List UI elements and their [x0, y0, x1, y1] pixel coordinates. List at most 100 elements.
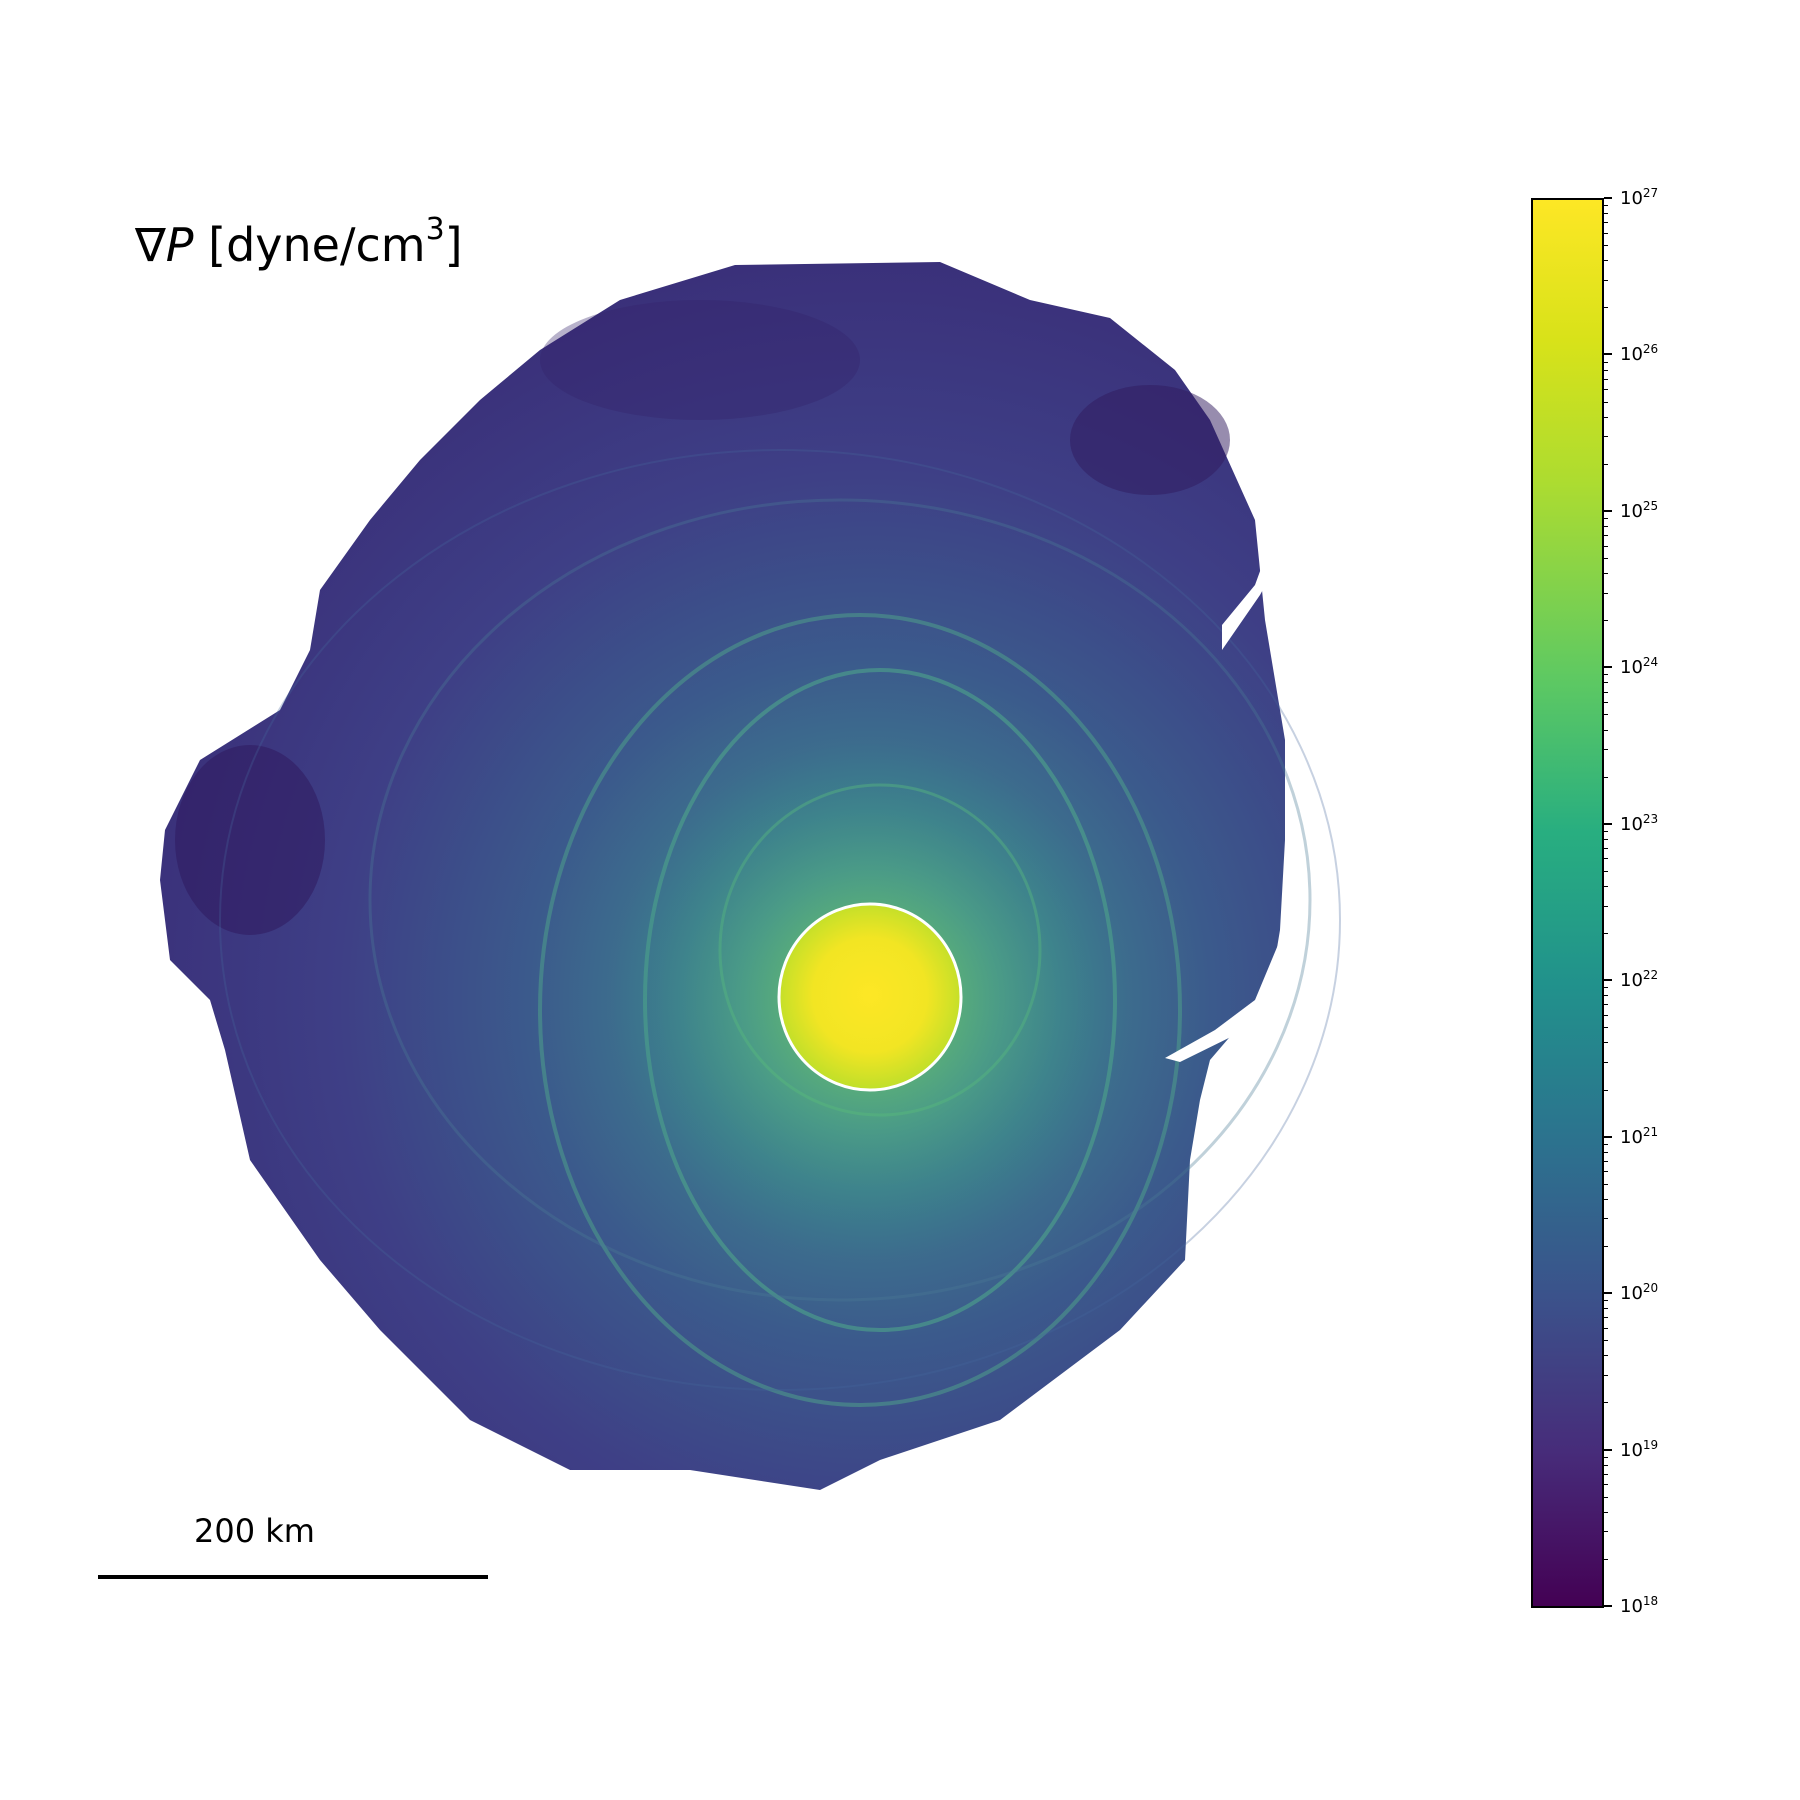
- colorbar-minor-tick: [1604, 870, 1608, 872]
- colorbar-minor-tick: [1604, 436, 1608, 438]
- colorbar-minor-tick: [1604, 1160, 1608, 1162]
- shock-ring: [368, 498, 1312, 1302]
- colorbar-minor-tick: [1604, 307, 1608, 309]
- colorbar-minor-tick: [1604, 1089, 1608, 1091]
- plot-title: ∇P [dyne/cm3]: [135, 212, 463, 272]
- colorbar-minor-tick: [1604, 401, 1608, 403]
- colorbar-minor-tick: [1604, 858, 1608, 860]
- colorbar-minor-tick: [1604, 518, 1608, 520]
- colorbar-minor-tick: [1604, 674, 1608, 676]
- colorbar-minor-tick: [1604, 1027, 1608, 1029]
- colorbar-major-tick: [1604, 197, 1612, 199]
- colorbar-minor-tick: [1604, 232, 1608, 234]
- colorbar-minor-tick: [1604, 1300, 1608, 1302]
- title-unit-prefix: [dyne/cm: [193, 218, 426, 272]
- colorbar-minor-tick: [1604, 361, 1608, 363]
- colorbar-major-tick: [1604, 979, 1612, 982]
- colorbar: [1531, 198, 1604, 1608]
- colorbar-minor-tick: [1604, 1473, 1608, 1475]
- colorbar-minor-tick: [1604, 1143, 1608, 1145]
- colorbar-minor-tick: [1604, 1531, 1608, 1533]
- colorbar-minor-tick: [1604, 691, 1608, 693]
- neutron-star-core: [780, 904, 960, 1090]
- colorbar-minor-tick: [1604, 702, 1608, 704]
- colorbar-minor-tick: [1604, 1484, 1608, 1486]
- colorbar-minor-tick: [1604, 905, 1608, 907]
- title-variable: P: [165, 218, 194, 272]
- colorbar-tick-label: 1020: [1620, 1281, 1659, 1305]
- colorbar-minor-tick: [1604, 463, 1608, 465]
- colorbar-minor-tick: [1604, 886, 1608, 888]
- colorbar-minor-tick: [1604, 1308, 1608, 1310]
- colorbar-minor-tick: [1604, 260, 1608, 262]
- colorbar-minor-tick: [1604, 714, 1608, 716]
- colorbar-minor-tick: [1604, 749, 1608, 751]
- colorbar-minor-tick: [1604, 389, 1608, 391]
- colorbar-minor-tick: [1604, 830, 1608, 832]
- colorbar-minor-tick: [1604, 1151, 1608, 1153]
- colorbar-minor-tick: [1604, 1004, 1608, 1006]
- colorbar-minor-tick: [1604, 682, 1608, 684]
- colorbar-tick-label: 1025: [1620, 498, 1659, 522]
- colorbar-minor-tick: [1604, 1402, 1608, 1404]
- dark-patch: [1070, 385, 1230, 495]
- dark-patch: [540, 300, 860, 420]
- shock-ring: [538, 613, 1182, 1407]
- colorbar-tick-label: 1019: [1620, 1437, 1659, 1461]
- colorbar-minor-tick: [1604, 416, 1608, 418]
- colorbar-minor-tick: [1604, 1558, 1608, 1560]
- colorbar-minor-tick: [1604, 1464, 1608, 1466]
- colorbar-minor-tick: [1604, 1340, 1608, 1342]
- colorbar-major-tick: [1604, 509, 1612, 512]
- colorbar-major-tick: [1604, 1292, 1612, 1295]
- nabla-symbol: ∇: [135, 218, 166, 272]
- colorbar-major-tick: [1604, 1605, 1612, 1607]
- colorbar-minor-tick: [1604, 205, 1608, 207]
- colorbar-tick-label: 1021: [1620, 1124, 1659, 1148]
- colorbar-tick-label: 1024: [1620, 655, 1659, 679]
- colorbar-minor-tick: [1604, 1198, 1608, 1200]
- colorbar-tick-label: 1018: [1620, 1594, 1659, 1617]
- scale-bar-label: 200 km: [194, 1512, 315, 1550]
- colorbar-minor-tick: [1604, 776, 1608, 778]
- colorbar-minor-tick: [1604, 838, 1608, 840]
- colorbar-minor-tick: [1604, 1014, 1608, 1016]
- colorbar-tick-label: 1027: [1620, 186, 1659, 209]
- shock-ring: [219, 449, 1341, 1391]
- colorbar-minor-tick: [1604, 545, 1608, 547]
- title-unit-suffix: ]: [444, 218, 463, 272]
- colorbar-major-tick: [1604, 353, 1612, 356]
- scale-bar: [98, 1575, 488, 1579]
- colorbar-minor-tick: [1604, 1511, 1608, 1513]
- void-gap: [1222, 530, 1290, 650]
- colorbar-major-tick: [1604, 1135, 1612, 1138]
- title-unit-exponent: 3: [425, 212, 445, 247]
- colorbar-minor-tick: [1604, 279, 1608, 281]
- colorbar-major-tick: [1604, 822, 1612, 825]
- colorbar-minor-tick: [1604, 378, 1608, 380]
- colorbar-minor-tick: [1604, 1327, 1608, 1329]
- colorbar-minor-tick: [1604, 1496, 1608, 1498]
- colorbar-major-tick: [1604, 666, 1612, 669]
- colorbar-minor-tick: [1604, 933, 1608, 935]
- colorbar-minor-tick: [1604, 987, 1608, 989]
- colorbar-minor-tick: [1604, 620, 1608, 622]
- colorbar-minor-tick: [1604, 535, 1608, 537]
- colorbar-minor-tick: [1604, 526, 1608, 528]
- colorbar-minor-tick: [1604, 995, 1608, 997]
- colorbar-minor-tick: [1604, 573, 1608, 575]
- void-gap: [1165, 940, 1280, 1062]
- colorbar-minor-tick: [1604, 1218, 1608, 1220]
- colorbar-minor-tick: [1604, 1183, 1608, 1185]
- colorbar-tick-label: 1023: [1620, 811, 1659, 835]
- colorbar-minor-tick: [1604, 222, 1608, 224]
- colorbar-tick-label: 1022: [1620, 968, 1659, 992]
- core-contour: [777, 902, 963, 1092]
- dark-patch: [175, 745, 325, 935]
- colorbar-minor-tick: [1604, 369, 1608, 371]
- colorbar-minor-tick: [1604, 592, 1608, 594]
- colorbar-minor-tick: [1604, 1062, 1608, 1064]
- colorbar-minor-tick: [1604, 1456, 1608, 1458]
- colorbar-major-tick: [1604, 1448, 1612, 1451]
